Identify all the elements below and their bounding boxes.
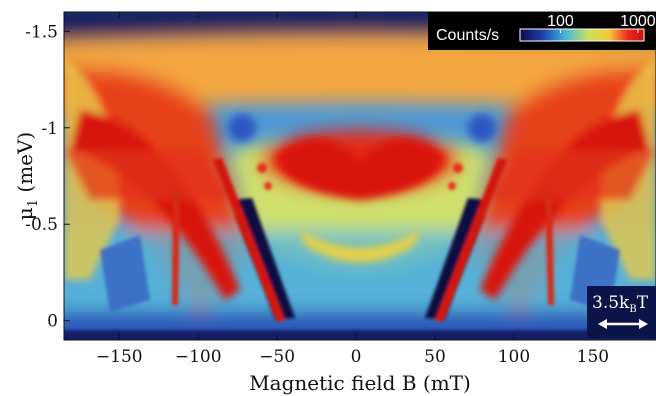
- colorbar: Counts/s 100 1000: [428, 12, 656, 50]
- y-axis-title-symbol: μ: [13, 207, 37, 220]
- plot-frame: [63, 11, 656, 341]
- colorbar-tick-label: 1000: [620, 13, 656, 30]
- y-tick-label: 0: [47, 312, 58, 332]
- heatmap-image: [64, 12, 656, 340]
- y-tick-label: -0.5: [25, 215, 58, 235]
- scale-bar: 3.5kBT: [587, 286, 656, 338]
- y-axis: -1.5 -1 -0.5 0: [25, 22, 70, 332]
- x-tick-label: 100: [498, 347, 530, 367]
- colorbar-ticks: 100 1000: [547, 13, 656, 33]
- x-axis: −150 −100 −50 0 50 100 150: [96, 12, 609, 367]
- x-tick-label: 50: [424, 347, 446, 367]
- scale-bar-background: [587, 286, 656, 338]
- y-axis-title-subscript: 1: [26, 199, 41, 207]
- x-tick-label: −50: [259, 347, 295, 367]
- y-axis-title-group: μ1 (meV): [13, 132, 41, 221]
- x-tick-label: 0: [351, 347, 362, 367]
- scale-bar-arrow-right: [639, 319, 648, 329]
- x-tick-label: −150: [96, 347, 143, 367]
- x-tick-label: −100: [175, 347, 222, 367]
- scale-bar-label: 3.5kBT: [592, 293, 649, 315]
- y-axis-title-unit: (meV): [13, 132, 37, 199]
- colorbar-gradient: [519, 28, 645, 42]
- colorbar-tick-label: 100: [547, 13, 574, 30]
- x-tick-label: 150: [577, 347, 609, 367]
- x-axis-title: Magnetic field B (mT): [249, 371, 471, 395]
- y-tick-label: -1.5: [25, 22, 58, 42]
- scale-bar-arrow-left: [598, 319, 607, 329]
- colorbar-label: Counts/s: [436, 27, 499, 44]
- y-axis-title: μ1 (meV): [13, 132, 41, 221]
- y-tick-label: -1: [41, 119, 58, 139]
